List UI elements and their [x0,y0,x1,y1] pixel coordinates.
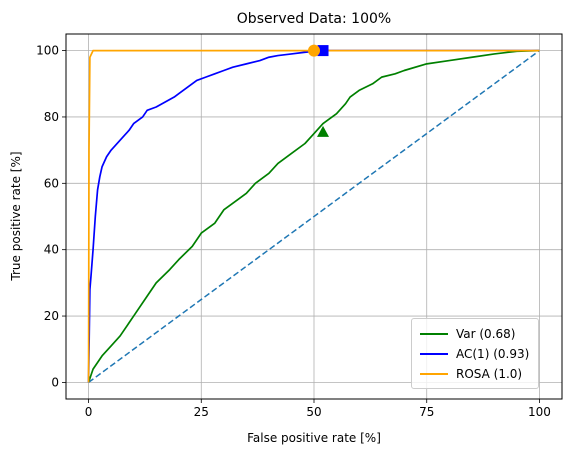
x-tick-label: 50 [306,405,321,419]
series-marker-rosa-1-0 [308,45,320,57]
y-tick-label: 0 [51,375,59,389]
x-axis-label: False positive rate [%] [247,431,381,445]
legend-line-rosa [420,373,448,375]
x-tick-label: 0 [85,405,93,419]
legend-line-ac1 [420,353,448,355]
y-tick-label: 20 [44,309,59,323]
legend-label-ac1: AC(1) (0.93) [456,347,529,361]
legend: Var (0.68) AC(1) (0.93) ROSA (1.0) [411,318,539,389]
y-axis-label: True positive rate [%] [9,151,23,281]
x-tick-label: 100 [528,405,551,419]
legend-label-rosa: ROSA (1.0) [456,367,522,381]
y-tick-label: 60 [44,176,59,190]
chart-title: Observed Data: 100% [237,11,391,27]
y-tick-label: 80 [44,110,59,124]
x-tick-label: 25 [194,405,209,419]
legend-line-var [420,333,448,335]
y-tick-label: 100 [36,44,59,58]
legend-item-ac1: AC(1) (0.93) [420,345,529,363]
marker-layer [308,45,329,137]
y-tick-label: 40 [44,243,59,257]
legend-item-var: Var (0.68) [420,325,515,343]
legend-item-rosa: ROSA (1.0) [420,365,522,383]
x-tick-label: 75 [419,405,434,419]
legend-label-var: Var (0.68) [456,327,515,341]
